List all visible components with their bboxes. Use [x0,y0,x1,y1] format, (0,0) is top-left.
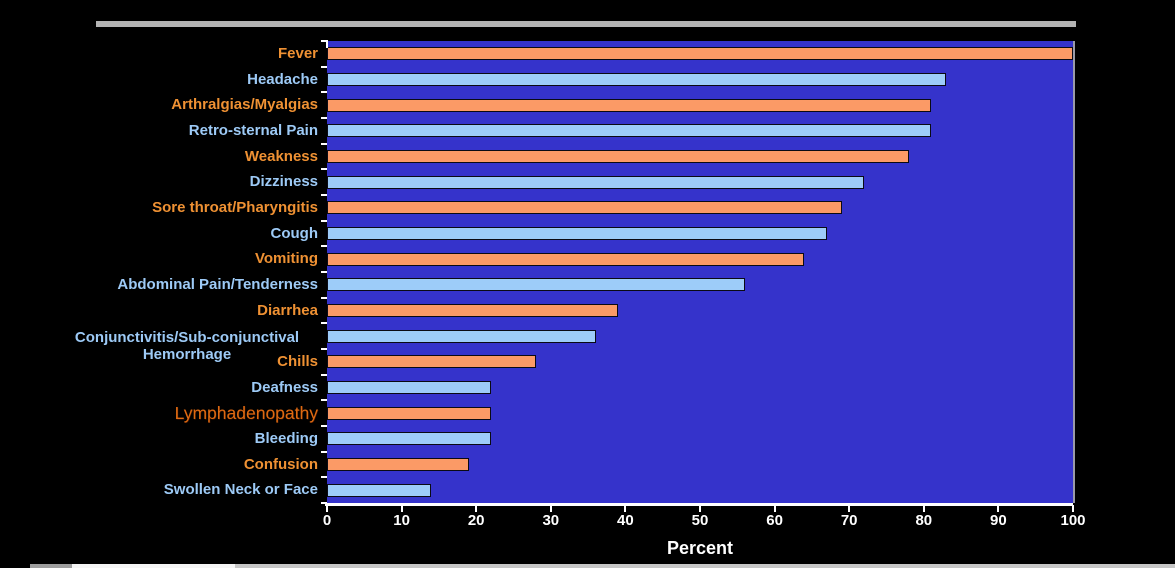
y-axis-tick [321,142,327,145]
x-axis-tick-label: 60 [766,512,783,529]
category-label: Abdominal Pain/Tenderness [117,275,318,293]
y-axis-tick [321,450,327,453]
x-axis-tick [624,505,627,512]
bar-orange [327,252,805,266]
bar-orange [327,406,492,420]
bar-orange [327,98,932,112]
x-axis-tick [400,505,403,512]
category-label: Bleeding [254,429,318,447]
x-axis-tick-label: 30 [542,512,560,529]
category-label: Weakness [244,147,318,165]
x-axis-tick-label: 70 [840,512,858,529]
category-label: Diarrhea [257,301,318,319]
y-axis-tick [321,168,327,171]
y-axis-tick [321,271,327,273]
category-label: Arthralgias/Myalgias [171,96,318,114]
scrollbar-track-shaded [30,564,72,568]
top-divider-rule [96,21,1076,27]
y-axis-tick [321,322,327,325]
bar-blue [327,329,596,343]
x-axis-line [325,503,1073,506]
bar-orange [327,47,1073,61]
bar-orange [327,304,618,317]
bar-orange [327,150,909,163]
scrollbar-thumb[interactable] [72,564,235,568]
x-axis-tick [848,505,851,512]
x-axis-tick [922,505,925,512]
bar-blue [327,278,745,292]
y-axis-tick [321,219,327,222]
y-axis-tick [321,373,327,376]
x-axis-tick-label: 50 [691,512,709,529]
y-axis-tick [321,476,327,479]
category-label: Conjunctivitis/Sub-conjunctival Hemorrha… [74,329,300,364]
y-axis-tick [321,296,327,299]
x-axis-tick [699,505,701,512]
bar-blue [327,73,947,86]
category-label: Sore throat/Pharyngitis [152,198,318,216]
x-axis-tick-label: 40 [617,512,634,529]
bar-orange [327,201,842,215]
bar-blue [327,432,492,446]
category-label: Cough [270,224,318,242]
x-axis-tick-label: 90 [990,512,1007,529]
x-axis-tick-label: 20 [467,512,485,529]
bar-blue [327,227,827,240]
y-axis-tick [321,245,327,248]
x-axis-tick-label: 0 [322,512,332,529]
category-label: Lymphadenopathy [174,403,318,424]
category-label: Swollen Neck or Face [163,481,318,499]
y-axis-tick [321,502,327,504]
category-label: Fever [277,44,318,62]
category-label: Dizziness [249,173,318,191]
y-axis-tick [321,425,327,427]
x-axis-tick [1072,505,1074,512]
x-axis-tick [773,505,776,512]
category-label: Retro-sternal Pain [188,121,318,139]
category-label: Deafness [251,378,318,396]
chart-plot-area [327,41,1075,503]
bar-blue [327,175,865,189]
y-axis-tick [321,399,327,402]
x-axis-title: Percent [666,538,734,558]
x-axis-tick [997,505,1000,512]
category-label: Headache [247,70,318,88]
bar-blue [327,381,492,394]
x-axis-tick [549,505,552,512]
y-axis-tick [321,91,327,94]
bar-blue [327,124,932,138]
scrollbar-track [30,564,1175,568]
category-label: Confusion [243,455,318,473]
category-label: Chills [277,352,318,370]
y-axis-tick [321,348,327,350]
x-axis-tick-label: 100 [1060,512,1086,529]
bar-orange [327,355,536,369]
y-axis-top-tick [326,40,328,48]
category-label: Vomiting [254,250,318,268]
y-axis-tick [321,194,327,196]
y-axis-tick [321,40,327,42]
x-axis-tick-label: 80 [915,512,933,529]
y-axis-tick [321,65,327,68]
y-axis-tick [321,117,327,119]
x-axis-tick [475,505,478,512]
x-axis-tick [326,505,328,512]
x-axis-tick-label: 10 [393,512,410,529]
bar-orange [327,458,469,471]
bar-blue [327,483,432,497]
